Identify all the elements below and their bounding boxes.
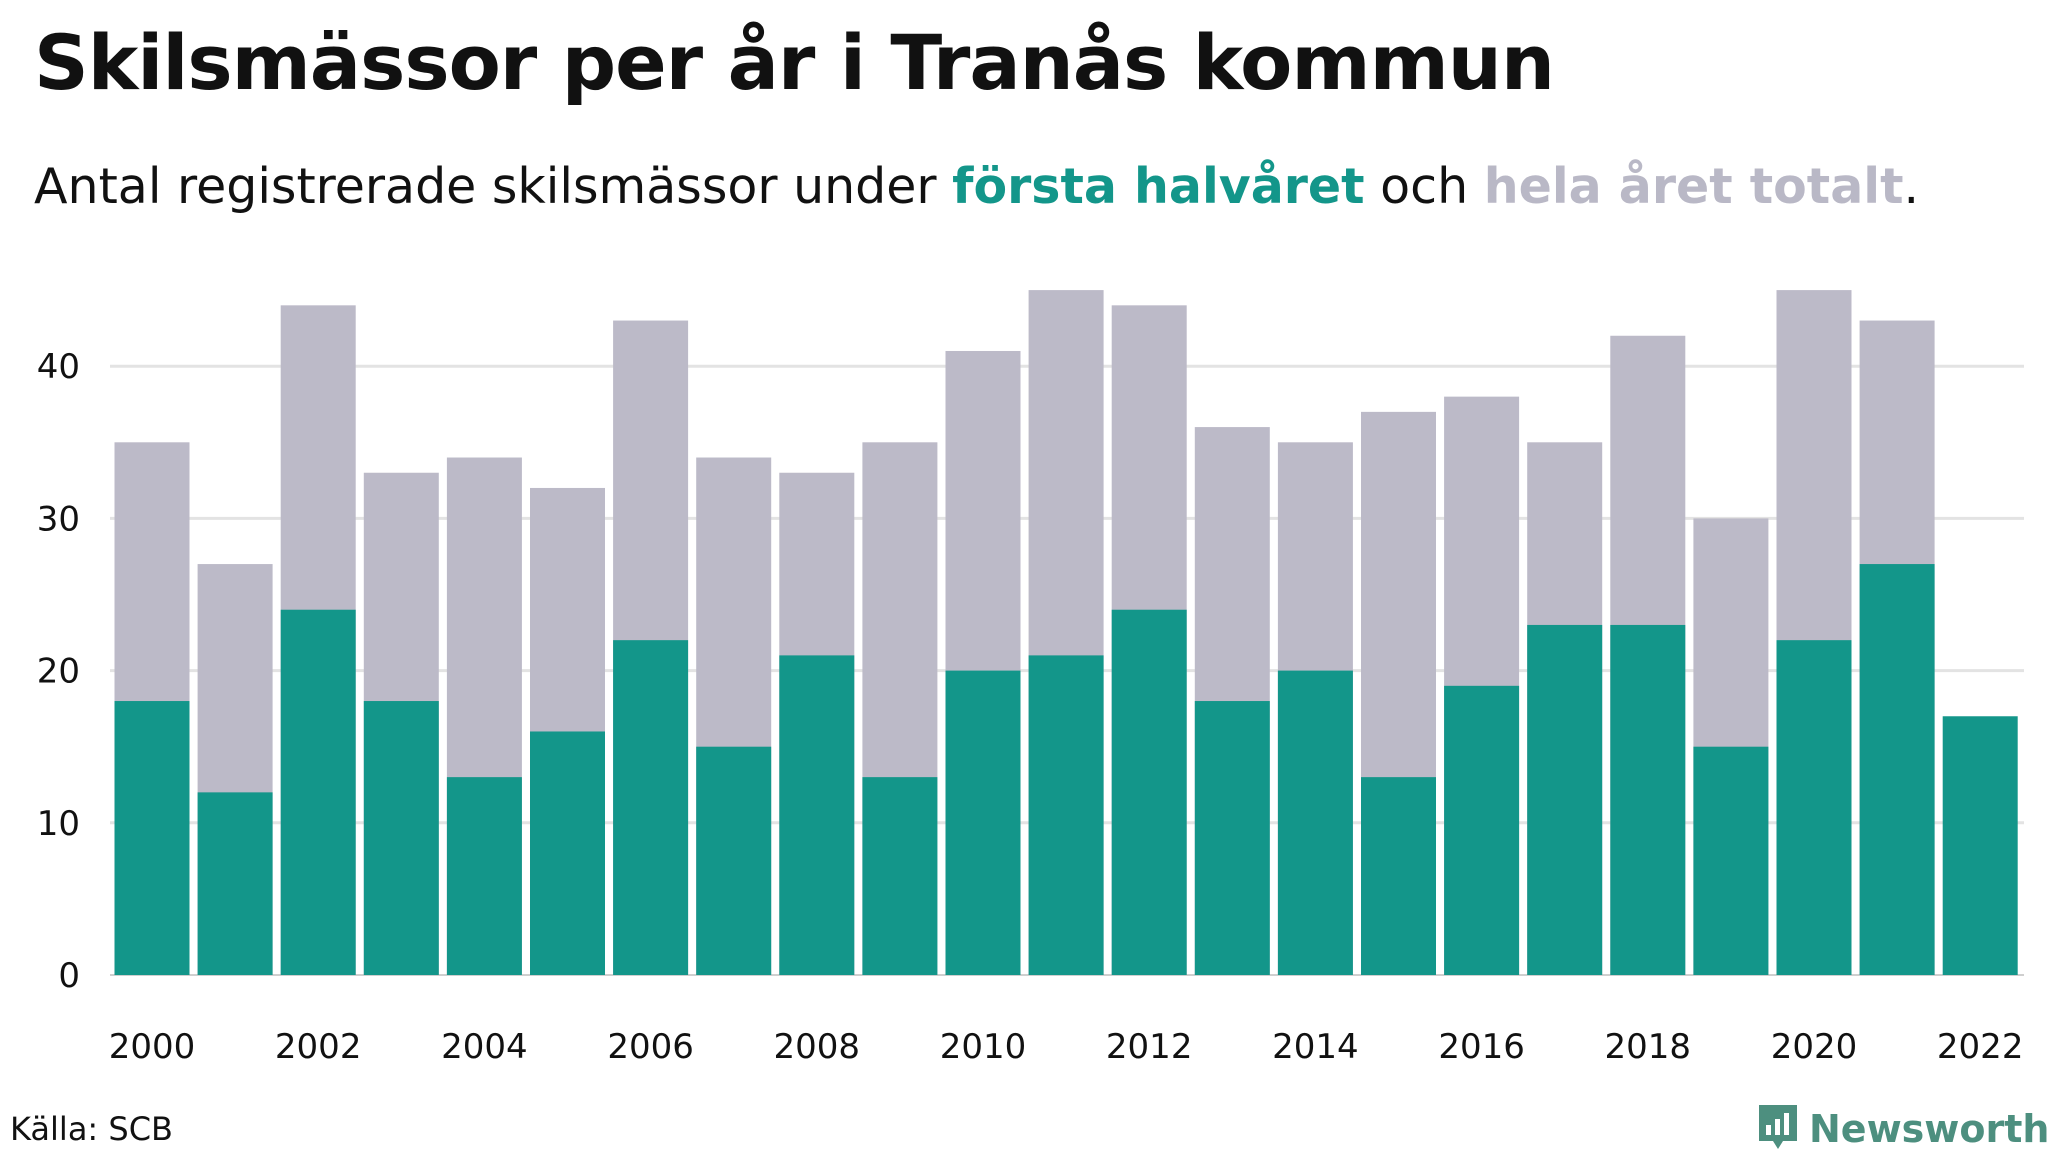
x-tick-label: 2012 [1106,1027,1193,1067]
x-tick-label: 2014 [1272,1027,1359,1067]
bar-first-half-2020 [1776,640,1852,975]
brand-name: Newsworthy [1809,1107,2048,1151]
bar-first-half-2013 [1194,701,1270,975]
x-tick-label: 2004 [441,1027,528,1067]
subtitle-end: . [1903,158,1920,215]
x-tick-label: 2000 [109,1027,196,1067]
subtitle-mid: och [1364,158,1484,215]
brand-logo: Newsworthy [1755,1101,2048,1157]
chart-subtitle: Antal registrerade skilsmässor under för… [34,158,1919,215]
bar-first-half-2010 [945,670,1021,975]
source-label: Källa: SCB [10,1110,173,1148]
subtitle-prefix: Antal registrerade skilsmässor under [34,158,953,215]
bar-first-half-2018 [1610,624,1686,975]
bar-first-half-2003 [363,701,439,975]
bar-first-half-2009 [862,777,938,975]
y-axis-ticks: 0 10 20 30 40 [37,347,80,996]
x-tick-label: 2006 [607,1027,694,1067]
bar-first-half-2021 [1859,564,1935,975]
bar-first-half-2019 [1693,746,1769,975]
bar-first-half-2007 [696,746,772,975]
x-tick-label: 2002 [275,1027,362,1067]
bar-first-half-2006 [613,640,689,975]
x-tick-label: 2016 [1438,1027,1525,1067]
bar-first-half-2017 [1527,624,1603,975]
chart-title: Skilsmässor per år i Tranås kommun [34,18,1555,107]
x-tick-label: 2018 [1605,1027,1692,1067]
newsworthy-logo-icon [1755,1101,1801,1157]
bar-first-half-2012 [1111,609,1187,975]
x-tick-label: 2020 [1771,1027,1858,1067]
y-tick-label: 20 [37,652,80,692]
bar-first-half-2005 [530,731,605,975]
bar-first-half-2001 [197,792,273,975]
subtitle-whole-year: hela året totalt [1483,158,1904,215]
bar-first-half-2014 [1277,670,1353,975]
bar-first-half-2002 [280,609,356,975]
bar-first-half-2011 [1028,655,1104,975]
bar-first-half-2004 [446,777,522,975]
y-tick-label: 10 [37,804,80,844]
bar-first-half-2015 [1361,777,1436,975]
y-tick-label: 0 [58,956,80,996]
bar-first-half-2008 [779,655,855,975]
bar-first-half-2000 [114,701,190,975]
subtitle-first-half: första halvåret [952,158,1365,215]
x-tick-label: 2008 [774,1027,861,1067]
first-half-bars [114,564,2018,975]
bar-first-half-2016 [1444,685,1520,975]
x-tick-label: 2022 [1937,1027,2024,1067]
bar-first-half-2022 [1942,716,2018,975]
x-axis-ticks: 2000 2002 2004 2006 2008 2010 2012 2014 2016 2018… [109,1027,2024,1067]
y-tick-label: 40 [37,347,80,387]
y-tick-label: 30 [37,499,80,539]
x-tick-label: 2010 [940,1027,1027,1067]
